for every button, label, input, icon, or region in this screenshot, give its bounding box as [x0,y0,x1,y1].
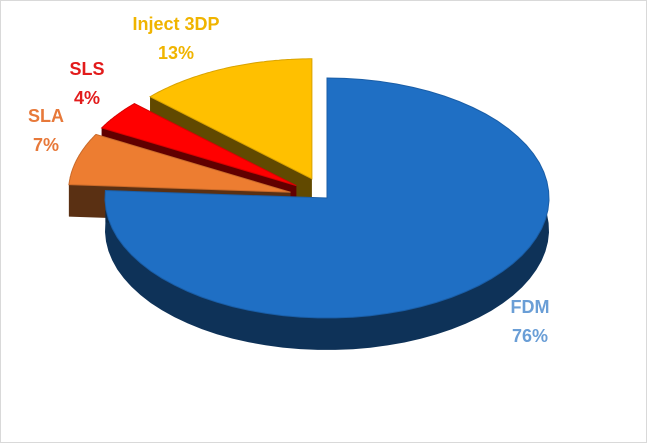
slice-sla [68,133,291,193]
pie-slices [68,58,550,350]
slice-inject-3dp [149,58,313,180]
label-fdm-name: FDM [511,297,550,317]
label-inject-name: Inject 3DP [132,14,219,34]
label-fdm-pct: 76% [512,326,548,346]
slice-fdm [104,77,550,319]
label-inject-pct: 13% [158,43,194,63]
slice-sls [100,103,297,187]
label-sla-name: SLA [28,106,64,126]
label-sla-pct: 7% [33,135,59,155]
label-sls-name: SLS [69,59,104,79]
label-sls-pct: 4% [74,88,100,108]
